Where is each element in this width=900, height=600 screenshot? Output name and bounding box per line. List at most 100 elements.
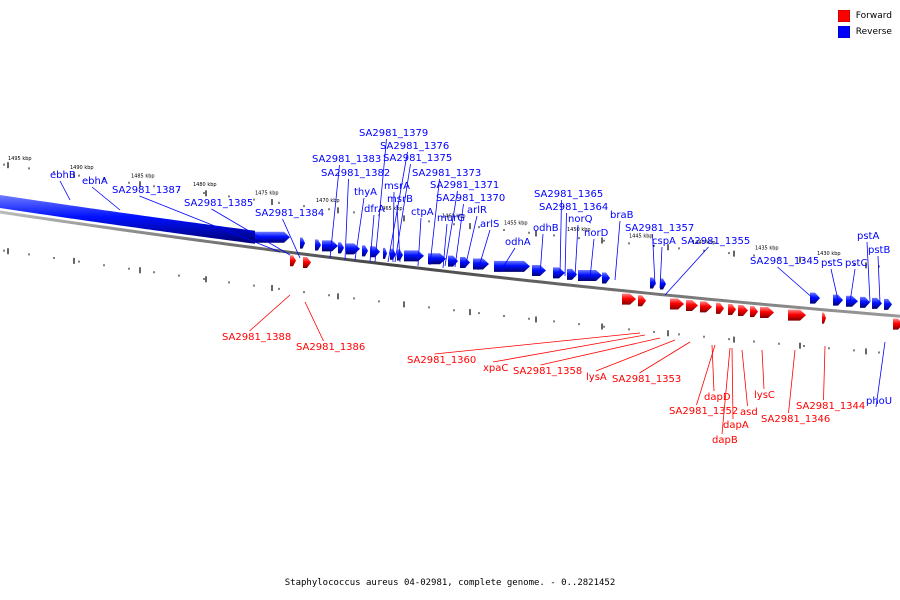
label-leader-line — [392, 191, 395, 263]
gene-label: odhA — [505, 237, 531, 248]
gene-label: SA2981_1382 — [321, 168, 390, 179]
label-leader-line — [282, 218, 301, 259]
gene-label: SA2981_1365 — [534, 189, 603, 200]
gene-label: pstS — [821, 258, 843, 269]
gene-label: dapB — [712, 435, 738, 446]
reverse-gene-arrow — [428, 253, 446, 265]
label-leader-line — [444, 190, 458, 267]
label-leader-line — [499, 247, 516, 273]
gene-label: lysA — [586, 372, 607, 383]
reverse-gene-arrow — [553, 267, 565, 279]
label-leader-line — [477, 229, 491, 271]
gene-label: dfrA — [364, 204, 385, 215]
gene-label: asd — [740, 407, 758, 418]
forward-gene-arrow — [822, 312, 826, 324]
gene-label: SA2981_1346 — [761, 414, 830, 425]
forward-gene-arrow — [893, 318, 900, 330]
reverse-gene-arrow — [494, 260, 530, 272]
label-leader-line — [442, 223, 448, 269]
label-leader-line — [387, 151, 408, 263]
label-leader-line — [354, 197, 365, 261]
gene-label: SA2981_1370 — [436, 193, 505, 204]
legend-forward-label: Forward — [855, 11, 892, 21]
genome-caption: Staphylococcus aureus 04-02981, complete… — [284, 578, 616, 588]
label-leader-line — [540, 337, 661, 366]
reverse-gene-arrow — [383, 247, 387, 259]
gene-label: SA2981_1345 — [750, 256, 819, 267]
label-leader-line — [211, 208, 291, 256]
label-leader-line — [639, 341, 691, 374]
forward-swatch — [837, 10, 850, 22]
label-leader-line — [731, 347, 734, 420]
forward-gene-arrow — [788, 309, 806, 321]
reverse-gene-arrow — [872, 297, 882, 309]
gene-label: dapD — [704, 392, 731, 403]
legend-reverse-label: Reverse — [855, 27, 892, 37]
gene-label: lysC — [754, 390, 775, 401]
genome-axis — [0, 210, 900, 318]
gene-label: SA2981_1385 — [184, 198, 253, 209]
label-leader-line — [741, 349, 748, 407]
label-leader-line — [344, 178, 349, 261]
forward-gene-arrow — [686, 300, 698, 312]
scale-tick-label: 1495 kbp — [8, 156, 32, 162]
reverse-gene-arrow — [362, 245, 368, 257]
gene-label: thyA — [354, 187, 377, 198]
reverse-gene-arrow — [860, 296, 870, 308]
gene-label: norD — [584, 228, 609, 239]
scale-tick-label: 1485 kbp — [131, 174, 155, 180]
label-leader-line — [788, 349, 796, 414]
label-leader-line — [595, 339, 676, 372]
gene-label: SA2981_1355 — [681, 236, 750, 247]
forward-gene-arrow — [750, 306, 758, 318]
reverse-swatch — [837, 26, 850, 38]
gene-label: SA2981_1388 — [222, 332, 291, 343]
label-leader-line — [539, 233, 544, 276]
label-leader-line — [374, 138, 387, 263]
label-leader-line — [91, 186, 121, 211]
label-leader-line — [875, 341, 886, 408]
scale-tick-label: 1460 kbp — [442, 213, 466, 219]
scale-tick-label: 1430 kbp — [817, 251, 841, 257]
gene-label: SA2981_1357 — [625, 223, 694, 234]
gene-label: phoU — [866, 396, 892, 407]
label-leader-line — [696, 344, 716, 406]
gene-label: msrA — [384, 181, 410, 192]
gene-label: SA2981_1358 — [513, 366, 582, 377]
reverse-gene-arrow — [322, 240, 338, 252]
gene-label: SA2981_1352 — [669, 406, 738, 417]
reverse-gene-arrow — [532, 265, 546, 277]
label-leader-line — [564, 212, 567, 277]
label-leader-line — [304, 301, 324, 342]
gene-label: arlR — [467, 205, 487, 216]
gene-label: SA2981_1375 — [383, 153, 452, 164]
label-leader-line — [721, 347, 731, 435]
gene-label: SA2981_1373 — [412, 168, 481, 179]
reverse-gene-arrow — [810, 292, 820, 304]
reverse-gene-arrow — [315, 239, 321, 251]
label-leader-line — [589, 238, 595, 279]
forward-gene-arrow — [638, 295, 646, 307]
label-leader-line — [139, 195, 281, 253]
gene-label: norQ — [568, 214, 593, 225]
gene-label: pstA — [857, 231, 879, 242]
reverse-gene-arrow — [567, 268, 577, 280]
forward-gene-arrow — [716, 302, 724, 314]
gene-label: SA2981_1387 — [112, 185, 181, 196]
label-leader-line — [454, 203, 464, 268]
label-leader-line — [849, 268, 856, 303]
forward-gene-arrow — [760, 307, 774, 319]
forward-gene-arrow — [728, 304, 736, 316]
reverse-gene-arrow — [300, 237, 305, 249]
reverse-gene-arrow — [346, 243, 360, 255]
label-leader-line — [777, 266, 816, 301]
scale-tick-label: 1445 kbp — [629, 234, 653, 240]
reverse-gene-arrow — [460, 256, 470, 268]
label-leader-line — [866, 241, 871, 303]
gene-label: SA2981_1379 — [359, 128, 428, 139]
legend: Forward Reverse — [837, 8, 892, 40]
gene-ebhB-arrow — [0, 195, 255, 244]
forward-gene-arrow — [303, 256, 311, 268]
label-leader-line — [652, 233, 656, 286]
